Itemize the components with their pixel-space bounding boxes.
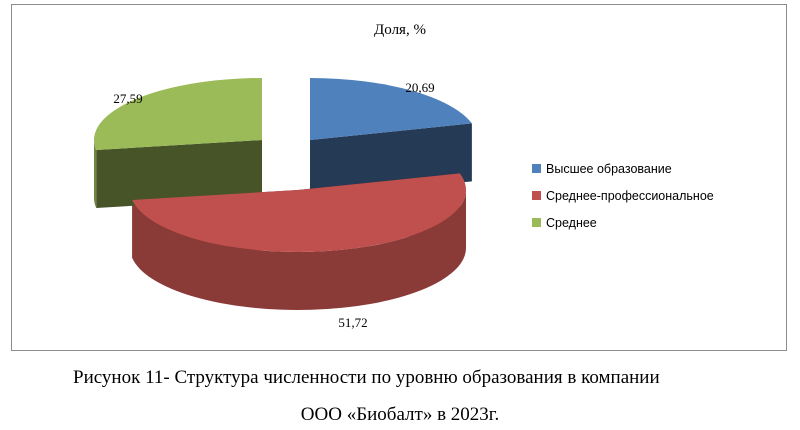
slice-higher — [310, 78, 472, 140]
chart-legend: Высшее образование Среднее-профессиональ… — [532, 162, 714, 230]
slice-vocational — [132, 173, 467, 252]
chart-title: Доля, % — [374, 22, 426, 38]
pie-slices — [94, 78, 472, 311]
legend-label-higher: Высшее образование — [546, 162, 672, 176]
data-label-higher: 20,69 — [405, 80, 434, 95]
slice-wall-secondary-0 — [96, 140, 262, 209]
legend-swatch-secondary — [532, 218, 541, 227]
legend-label-secondary: Среднее — [546, 216, 597, 230]
data-label-secondary: 27,59 — [113, 91, 142, 106]
figure-caption-line2: ООО «Биобалт» в 2023г. — [300, 404, 500, 425]
slice-secondary — [94, 78, 262, 151]
figure-caption-line1: Рисунок 11- Структура численности по уро… — [73, 367, 660, 388]
legend-label-vocational: Среднее-профессиональное — [546, 189, 714, 203]
legend-swatch-higher — [532, 164, 541, 173]
data-label-vocational: 51,72 — [338, 315, 367, 330]
pie-chart: Доля, % 20,69 51,72 27,59 Высшее образов… — [94, 22, 714, 330]
data-labels: 20,69 51,72 27,59 — [113, 80, 434, 330]
slice-side-secondary — [94, 140, 97, 209]
legend-swatch-vocational — [532, 191, 541, 200]
slice-side-vocational — [132, 190, 467, 311]
